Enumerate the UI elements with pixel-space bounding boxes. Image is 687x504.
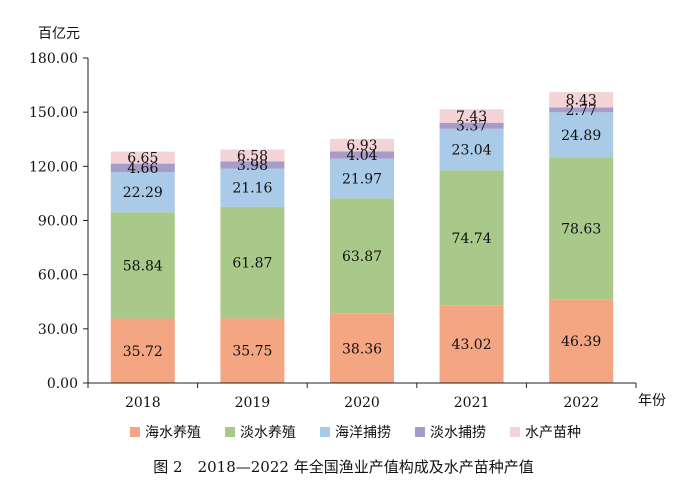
data-label-2018-4: 4.66 (127, 161, 158, 177)
bar-segment-2021-1 (439, 305, 504, 383)
bar-segment-2020-4 (330, 151, 394, 159)
bar-segment-2019-4 (220, 161, 285, 169)
bar-segment-2018-1 (110, 318, 175, 383)
legend-item-5: 水产苗种 (510, 422, 581, 442)
legend-swatch (130, 427, 140, 437)
bar-segment-2021-2 (439, 170, 504, 306)
data-label-2018-2: 58.84 (123, 258, 163, 274)
y-tick-label: 30.00 (38, 322, 78, 338)
bar-segment-2022-1 (549, 299, 614, 383)
bar-segment-2019-2 (220, 206, 285, 319)
y-tick-label: 90.00 (38, 214, 78, 230)
legend-swatch (415, 427, 425, 437)
y-tick-label: 60.00 (38, 268, 78, 284)
bar-segment-2018-3 (110, 172, 175, 213)
y-tick-label: 120.00 (29, 159, 78, 175)
y-tick-label: 180.00 (29, 51, 78, 67)
legend: 海水养殖 淡水养殖 海洋捕捞 淡水捕捞 水产苗种 (130, 422, 610, 442)
legend-item-3: 海洋捕捞 (320, 422, 391, 442)
x-tick-label-2018: 2018 (125, 395, 161, 411)
data-label-2022-3: 24.89 (561, 128, 601, 144)
data-label-2019-4: 3.98 (237, 158, 268, 174)
data-label-2018-1: 35.72 (123, 344, 163, 360)
bar-segment-2019-3 (220, 168, 285, 207)
bar-segment-2018-4 (110, 163, 175, 173)
bar-segment-2021-5 (439, 109, 504, 123)
data-label-2021-2: 74.74 (452, 231, 492, 247)
axes-layer: 0.00 30.00 60.00 90.00 120.00 150.00 180.00 201… (29, 51, 637, 411)
data-label-2022-4: 2.77 (566, 103, 597, 119)
x-axis-label: 年份 (638, 393, 666, 409)
bar-segment-2020-3 (330, 158, 394, 199)
bar-segment-2019-1 (220, 318, 285, 383)
x-tick-label-2019: 2019 (235, 395, 271, 411)
bar-segment-2019-5 (220, 149, 285, 162)
data-label-2020-3: 21.97 (342, 172, 382, 188)
data-label-2021-3: 23.04 (452, 143, 492, 159)
legend-swatch (510, 427, 520, 437)
data-label-2019-3: 21.16 (232, 181, 272, 197)
data-label-2019-5: 6.58 (237, 148, 268, 164)
bar-segment-2022-2 (549, 157, 614, 300)
legend-item-1: 海水养殖 (130, 422, 201, 442)
data-label-2018-3: 22.29 (123, 185, 163, 201)
y-tick-label: 0.00 (47, 376, 78, 392)
data-label-2018-5: 6.65 (127, 151, 158, 167)
x-tick-label-2020: 2020 (344, 395, 380, 411)
bar-segment-2020-5 (330, 138, 394, 152)
bar-segment-2020-2 (330, 198, 394, 314)
legend-label: 海水养殖 (145, 425, 201, 441)
data-label-2020-1: 38.36 (342, 341, 382, 357)
data-label-2021-1: 43.02 (452, 337, 492, 353)
figure-caption: 图 2 2018—2022 年全国渔业产值构成及水产苗种产值 (153, 458, 534, 476)
x-tick-label-2021: 2021 (454, 395, 490, 411)
bar-segment-2022-3 (549, 112, 614, 158)
legend-swatch (225, 427, 235, 437)
legend-label: 淡水养殖 (240, 425, 296, 441)
bar-segment-2020-1 (330, 313, 394, 383)
data-label-2021-4: 3.37 (456, 119, 487, 135)
data-label-2020-4: 4.04 (346, 148, 377, 164)
data-label-2021-5: 7.43 (456, 109, 487, 125)
data-label-2020-5: 6.93 (346, 138, 377, 154)
legend-label: 水产苗种 (525, 425, 581, 441)
data-label-2019-2: 61.87 (232, 256, 272, 272)
legend-label: 海洋捕捞 (335, 425, 391, 441)
bar-segment-2022-5 (549, 92, 614, 108)
legend-swatch (320, 427, 330, 437)
legend-label: 淡水捕捞 (430, 425, 486, 441)
y-axis-label: 百亿元 (38, 26, 80, 42)
x-tick-label-2022: 2022 (563, 395, 599, 411)
bar-segment-2022-4 (549, 107, 614, 113)
legend-item-2: 淡水养殖 (225, 422, 296, 442)
data-label-2019-1: 35.75 (232, 344, 272, 360)
y-tick-label: 150.00 (29, 105, 78, 121)
bar-segment-2018-2 (110, 212, 175, 319)
bars-layer (110, 92, 614, 383)
data-label-2022-1: 46.39 (561, 334, 601, 350)
data-label-2022-5: 8.43 (566, 93, 597, 109)
data-label-2022-2: 78.63 (561, 221, 601, 237)
data-labels-layer: 35.72 58.84 22.29 4.666.65 35.75 61.87 21.16 3.… (123, 93, 601, 360)
bar-segment-2021-3 (439, 128, 504, 171)
data-label-2020-2: 63.87 (342, 249, 382, 265)
legend-item-4: 淡水捕捞 (415, 422, 486, 442)
bar-segment-2021-4 (439, 122, 504, 129)
bar-segment-2018-5 (110, 151, 175, 164)
